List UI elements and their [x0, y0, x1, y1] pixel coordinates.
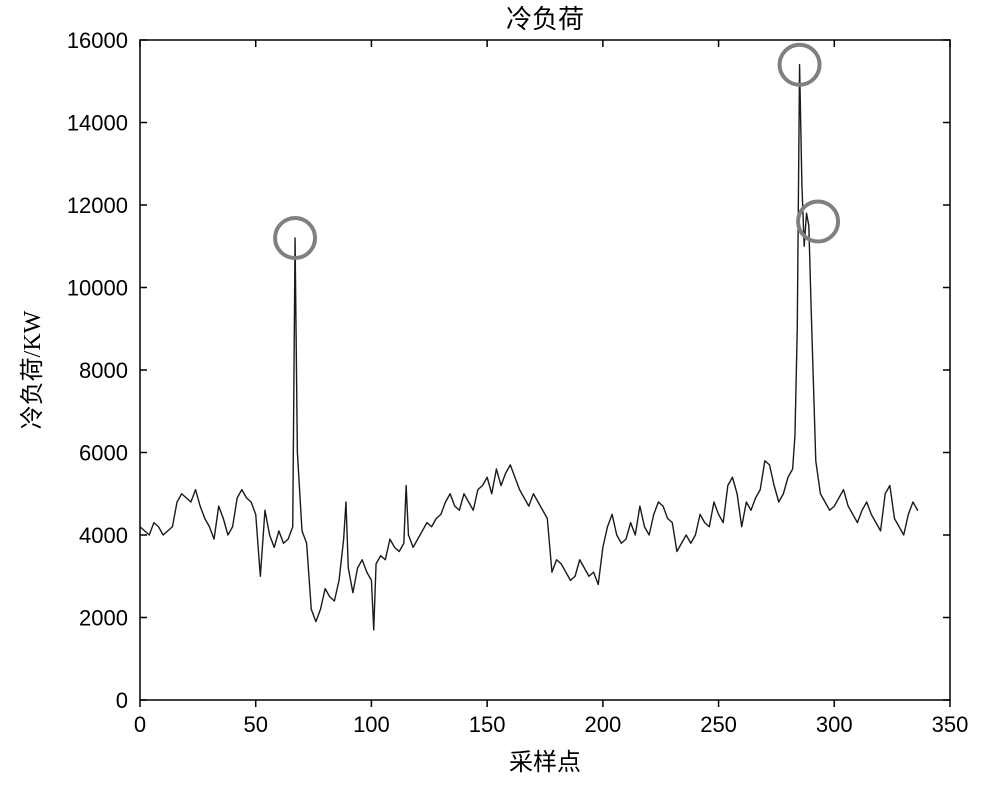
y-tick-label: 8000: [79, 358, 128, 383]
y-tick-label: 16000: [67, 28, 128, 53]
x-tick-label: 200: [584, 712, 621, 737]
x-tick-label: 50: [243, 712, 267, 737]
y-tick-label: 10000: [67, 276, 128, 301]
y-tick-label: 4000: [79, 523, 128, 548]
x-axis-label: 采样点: [509, 749, 581, 776]
y-tick-label: 14000: [67, 111, 128, 136]
plot-area: [140, 40, 950, 700]
y-tick-label: 12000: [67, 193, 128, 218]
y-tick-label: 6000: [79, 441, 128, 466]
x-tick-label: 0: [134, 712, 146, 737]
x-tick-label: 100: [353, 712, 390, 737]
y-tick-label: 0: [116, 688, 128, 713]
chart-title: 冷负荷: [506, 5, 584, 34]
y-axis-label: 冷负荷/KW: [19, 310, 46, 429]
x-tick-label: 350: [932, 712, 969, 737]
y-tick-label: 2000: [79, 606, 128, 631]
chart-container: 0 50 100 150 200 250 300 350 0 2000 4000 6000 8000 10…: [0, 0, 1000, 788]
x-tick-label: 250: [700, 712, 737, 737]
x-tick-label: 300: [816, 712, 853, 737]
x-tick-label: 150: [469, 712, 506, 737]
line-chart-svg: 0 50 100 150 200 250 300 350 0 2000 4000 6000 8000 10…: [0, 0, 1000, 788]
